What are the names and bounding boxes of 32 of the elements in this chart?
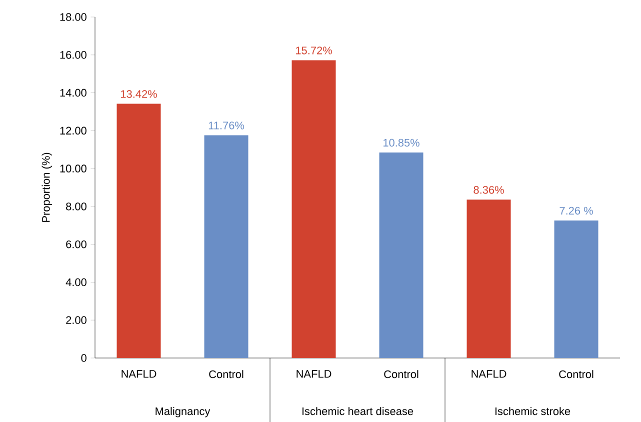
x-tick-label: NAFLD — [296, 370, 332, 378]
x-tick-label: Control — [559, 370, 594, 378]
bar — [204, 135, 248, 358]
text: Ischemic stroke — [495, 407, 570, 416]
bar — [292, 60, 336, 358]
y-tick-label: 16.00 — [60, 51, 86, 59]
data-label: 7.26 % — [560, 206, 593, 215]
data-label: 11.76% — [208, 122, 244, 130]
data-label: 10.85% — [384, 138, 420, 147]
bar — [379, 152, 424, 358]
data-label: 15.72% — [296, 46, 332, 54]
bar — [554, 220, 598, 358]
y-tick-label: 4.00 — [66, 278, 86, 286]
x-tick-label: NAFLD — [472, 370, 506, 378]
y-tick-label: 8.00 — [66, 202, 86, 210]
x-tick-label: Control — [209, 370, 244, 378]
y-tick-label: 18.00 — [60, 13, 86, 21]
x-tick-label: Control — [384, 370, 418, 378]
y-tick-label: 2.00 — [66, 316, 86, 324]
x-tick-label: NAFLD — [122, 370, 156, 378]
data-label: 8.36% — [474, 186, 504, 194]
data-label: 13.42% — [121, 90, 157, 98]
text: Malignancy — [156, 407, 210, 418]
y-tick-label: 10.00 — [60, 164, 86, 172]
bar — [116, 104, 161, 358]
text: Ischemic heart disease — [302, 407, 414, 416]
y-tick-label: 6.00 — [66, 240, 86, 248]
y-axis-title: Proportion (%) — [42, 152, 52, 222]
y-tick-label: 12.00 — [60, 126, 86, 135]
y-tick-label: 14.00 — [60, 88, 86, 97]
y-tick-label: 0 — [81, 354, 86, 362]
bar — [466, 200, 511, 358]
